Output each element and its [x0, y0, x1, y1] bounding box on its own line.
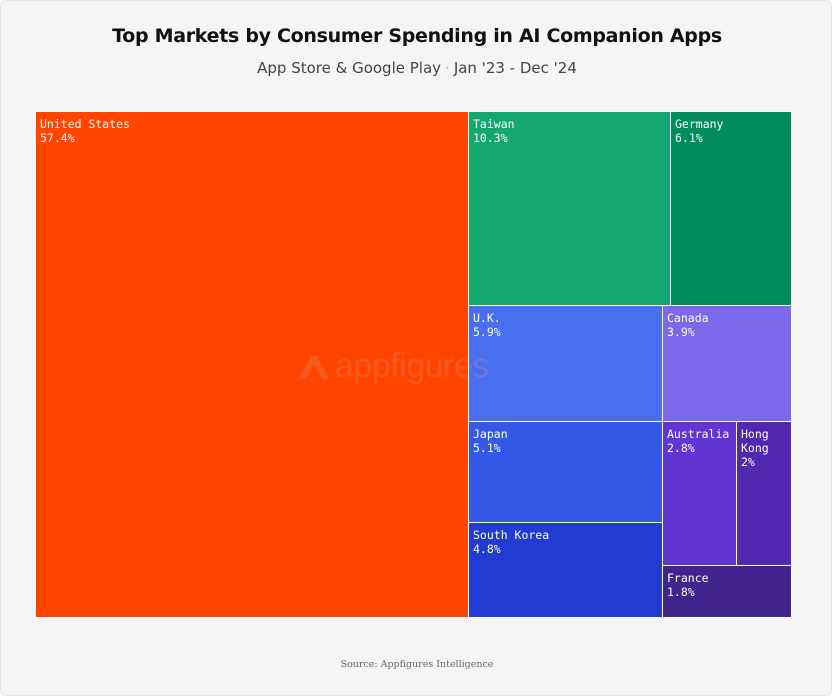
watermark-text: appfigures [335, 347, 489, 385]
tile-label: South Korea [473, 528, 550, 542]
treemap-tile-hong-kong: Hong Kong 2% [736, 421, 792, 566]
treemap-tile-u-k: U.K. 5.9% [468, 305, 663, 422]
tile-label: Canada [667, 311, 709, 325]
treemap-tile-germany: Germany 6.1% [670, 111, 792, 306]
tile-label: Hong Kong [741, 427, 769, 455]
tile-value: 1.8% [667, 585, 695, 599]
chart-subtitle: App Store & Google Play · Jan '23 - Dec '2… [1, 59, 832, 77]
subtitle-date-range: Jan '23 - Dec '24 [453, 59, 577, 77]
tile-value: 2% [741, 455, 755, 469]
tile-label: Australia [667, 427, 730, 441]
tile-value: 5.9% [473, 325, 501, 339]
tile-label: France [667, 571, 709, 585]
treemap-tile-taiwan: Taiwan 10.3% [468, 111, 671, 306]
subtitle-stores: App Store & Google Play [257, 59, 442, 77]
tile-value: 57.4% [40, 131, 75, 145]
chart-title: Top Markets by Consumer Spending in AI C… [112, 25, 722, 47]
tile-value: 5.1% [473, 441, 501, 455]
treemap-tile-south-korea: South Korea 4.8% [468, 522, 663, 618]
tile-value: 4.8% [473, 542, 501, 556]
treemap-tile-canada: Canada 3.9% [662, 305, 792, 422]
tile-value: 2.8% [667, 441, 695, 455]
subtitle-separator-dot: · [445, 59, 450, 77]
tile-value: 6.1% [675, 131, 703, 145]
treemap-tile-japan: Japan 5.1% [468, 421, 663, 523]
appfigures-logo-icon [299, 355, 329, 379]
tile-value: 3.9% [667, 325, 695, 339]
source-note: Source: Appfigures Intelligence [340, 659, 494, 670]
treemap-tile-france: France 1.8% [662, 565, 792, 618]
treemap-tile-australia: Australia 2.8% [662, 421, 737, 566]
tile-label: Taiwan [473, 117, 515, 131]
tile-label: United States [40, 117, 131, 131]
tile-value: 10.3% [473, 131, 508, 145]
treemap-tile-united-states: United States 57.4% [35, 111, 469, 618]
treemap: United States 57.4% Taiwan 10.3% Germany 6.1%… [35, 111, 792, 618]
tile-label: U.K. [473, 311, 501, 325]
watermark-logo: appfigures [297, 347, 489, 386]
tile-label: Japan [473, 427, 508, 441]
tile-label: Germany [675, 117, 724, 131]
